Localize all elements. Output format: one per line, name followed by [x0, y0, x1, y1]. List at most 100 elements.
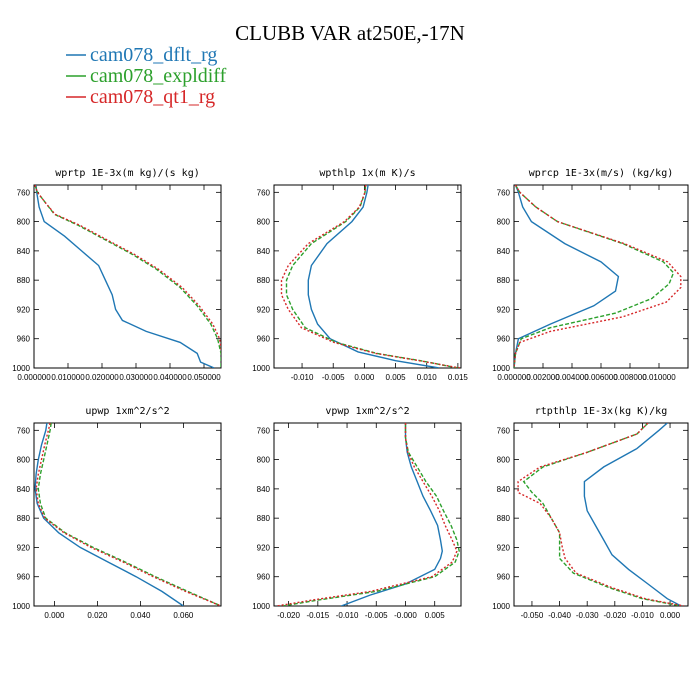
y-tick-label: 920: [17, 305, 31, 314]
y-tick-label: 1000: [492, 602, 510, 611]
series-line-2: [514, 185, 682, 368]
x-tick-label: -0.005: [322, 373, 345, 382]
panel-1: wpthlp 1x(m K)/s 760 800 840 880 920 960 1000 -0…: [252, 168, 468, 382]
x-tick-label: -0.010: [631, 611, 654, 620]
panel-title: wprtp 1E-3x(m kg)/(s kg): [55, 168, 200, 179]
x-tick-label: -0.020: [277, 611, 300, 620]
panel-title: upwp 1xm^2/s^2: [85, 406, 169, 417]
x-tick-label: 0.050000: [187, 373, 221, 382]
y-tick-label: 840: [257, 485, 271, 494]
y-tick-label: 1000: [252, 364, 270, 373]
y-tick-label: 760: [17, 188, 31, 197]
plot-frame: [513, 184, 689, 369]
series-line-2: [35, 423, 221, 606]
y-tick-label: 1000: [252, 602, 270, 611]
y-tick-label: 1000: [12, 364, 30, 373]
y-tick-label: 960: [257, 335, 271, 344]
x-tick-label: -0.020: [603, 611, 626, 620]
y-tick-label: 960: [497, 573, 511, 582]
plot-frame: [33, 422, 222, 607]
y-tick-label: 760: [257, 426, 271, 435]
y-tick-label: 960: [17, 573, 31, 582]
panel-title: vpwp 1xm^2/s^2: [325, 406, 409, 417]
y-tick-label: 880: [17, 276, 31, 285]
x-tick-label: 0.000: [44, 611, 65, 620]
legend: cam078_dflt_rg cam078_expldiff cam078_qt…: [66, 44, 227, 108]
x-tick-label: -0.040: [548, 611, 571, 620]
y-tick-label: 920: [257, 543, 271, 552]
x-tick-label: 0.020000: [85, 373, 119, 382]
legend-label-0: cam078_dflt_rg: [90, 44, 217, 66]
y-tick-label: 760: [497, 188, 511, 197]
series-line-1: [514, 185, 675, 368]
series-line-0: [583, 423, 682, 606]
series-line-0: [35, 185, 215, 368]
x-tick-label: 0.040000: [153, 373, 187, 382]
y-tick-label: 960: [257, 573, 271, 582]
x-tick-label: 0.000000: [17, 373, 51, 382]
series-line-1: [285, 185, 459, 368]
x-tick-label: 0.006000: [584, 373, 618, 382]
y-tick-label: 920: [497, 305, 511, 314]
y-tick-label: 800: [257, 456, 271, 465]
panel-5: rtpthlp 1E-3x(kg K)/kg 760 800 840 880 920 960…: [492, 406, 689, 620]
y-tick-label: 880: [257, 276, 271, 285]
x-tick-label: 0.000: [354, 373, 375, 382]
y-tick-label: 760: [497, 426, 511, 435]
x-tick-label: 0.020: [87, 611, 108, 620]
plot-frame: [33, 184, 222, 369]
x-tick-label: 0.060: [173, 611, 194, 620]
series-line-0: [340, 423, 444, 606]
panel-3: upwp 1xm^2/s^2 760 800 840 880 920 960 1000 0.00…: [12, 406, 222, 620]
x-tick-label: 0.000000: [497, 373, 531, 382]
y-tick-label: 880: [257, 514, 271, 523]
y-tick-label: 1000: [12, 602, 30, 611]
x-tick-label: -0.005: [365, 611, 388, 620]
legend-label-2: cam078_qt1_rg: [90, 86, 215, 108]
x-tick-label: 0.010000: [51, 373, 85, 382]
y-tick-label: 960: [17, 335, 31, 344]
y-tick-label: 760: [257, 188, 271, 197]
y-tick-label: 840: [17, 247, 31, 256]
y-tick-label: 800: [257, 218, 271, 227]
x-tick-label: -0.015: [306, 611, 329, 620]
plot-frame: [273, 422, 462, 607]
x-tick-label: -0.010: [336, 611, 359, 620]
y-tick-label: 880: [497, 276, 511, 285]
panel-4: vpwp 1xm^2/s^2 760 800 840 880 920 960 1000 -0.0…: [252, 406, 462, 620]
x-tick-label: 0.005: [386, 373, 407, 382]
x-tick-label: -0.010: [291, 373, 314, 382]
panel-0: wprtp 1E-3x(m kg)/(s kg) 760 800 840 880 920 9…: [12, 168, 222, 382]
x-tick-label: 0.030000: [119, 373, 153, 382]
y-tick-label: 920: [17, 543, 31, 552]
panel-title: wpthlp 1x(m K)/s: [319, 168, 415, 179]
series-line-1: [34, 185, 221, 368]
x-tick-label: -0.030: [576, 611, 599, 620]
plot-frame: [513, 422, 689, 607]
x-tick-label: 0.005: [425, 611, 446, 620]
panel-title: rtpthlp 1E-3x(kg K)/kg: [535, 406, 667, 417]
x-tick-label: 0.000: [660, 611, 681, 620]
y-tick-label: 880: [497, 514, 511, 523]
legend-label-1: cam078_expldiff: [90, 65, 227, 87]
y-tick-label: 1000: [492, 364, 510, 373]
y-tick-label: 840: [497, 485, 511, 494]
panels: wprtp 1E-3x(m kg)/(s kg) 760 800 840 880 920 9…: [12, 168, 689, 620]
series-line-0: [514, 185, 620, 368]
x-tick-label: 0.010: [417, 373, 438, 382]
y-tick-label: 800: [17, 218, 31, 227]
series-line-0: [34, 423, 184, 606]
y-tick-label: 840: [257, 247, 271, 256]
series-line-1: [282, 423, 460, 606]
figure-title: CLUBB VAR at250E,-17N: [235, 21, 465, 45]
x-tick-label: 0.010000: [642, 373, 676, 382]
y-tick-label: 880: [17, 514, 31, 523]
y-tick-label: 800: [497, 456, 511, 465]
y-tick-label: 760: [17, 426, 31, 435]
y-tick-label: 920: [257, 305, 271, 314]
series-line-2: [34, 185, 221, 368]
series-line-1: [37, 423, 221, 606]
panel-2: wprcp 1E-3x(m/s) (kg/kg) 760 800 840 880 920 9…: [492, 168, 689, 382]
y-tick-label: 960: [497, 335, 511, 344]
